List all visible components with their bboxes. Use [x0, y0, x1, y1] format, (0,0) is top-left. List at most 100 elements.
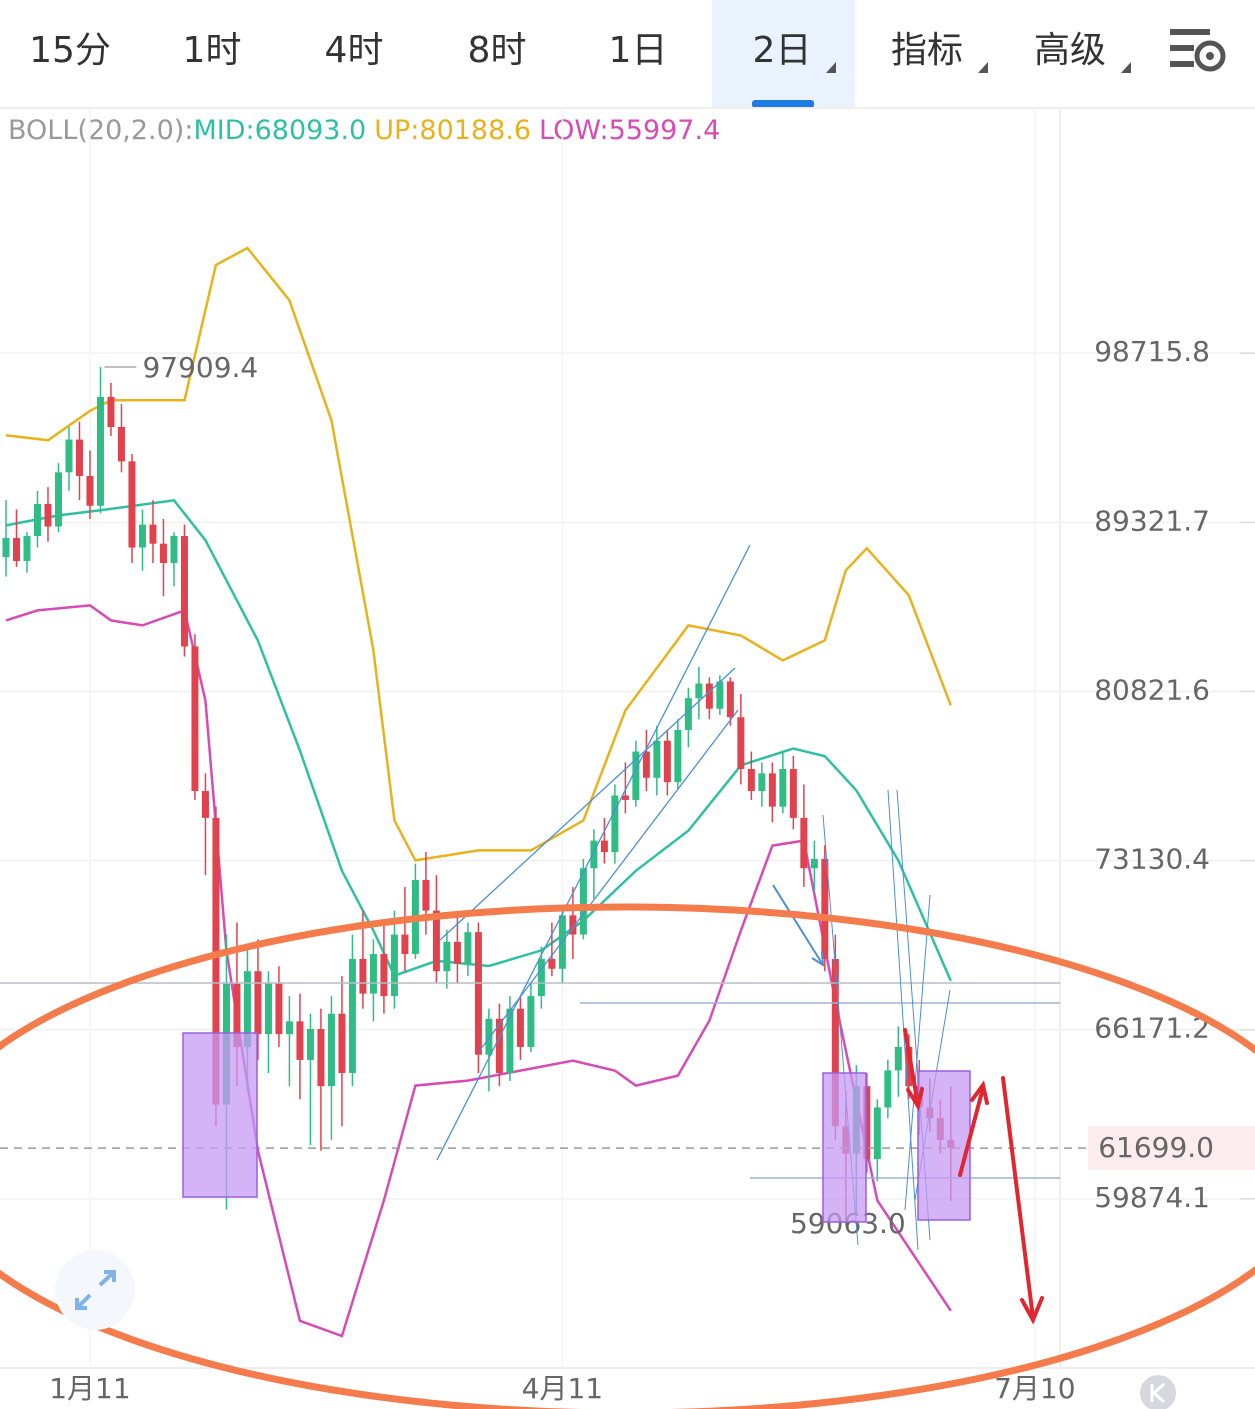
- tab[interactable]: 1时: [183, 30, 242, 71]
- candle-body: [138, 524, 146, 548]
- candle-body: [821, 858, 829, 959]
- band-line: [5, 498, 952, 982]
- indicator-low: LOW:55997.4: [539, 115, 720, 146]
- candle-body: [159, 543, 167, 563]
- candle-body: [264, 983, 272, 1035]
- candle-body: [737, 717, 745, 769]
- candle-body: [621, 795, 629, 800]
- candle-body: [705, 683, 713, 709]
- candle-body: [359, 958, 367, 994]
- candle-body: [201, 791, 209, 818]
- last-price-label: 61699.0: [1098, 1131, 1214, 1164]
- candle-body: [873, 1107, 881, 1160]
- candle-body: [254, 971, 262, 1035]
- candle-body: [306, 1028, 314, 1060]
- candle-body: [243, 971, 251, 1047]
- candle-body: [453, 941, 461, 964]
- last-price-bg: [1088, 1126, 1255, 1171]
- high-label: 97909.4: [142, 351, 258, 384]
- candle-body: [611, 795, 619, 853]
- candle-body: [75, 439, 83, 477]
- tab[interactable]: 1日: [609, 30, 668, 71]
- candle-body: [2, 537, 10, 558]
- candle-body: [212, 817, 220, 1105]
- candle-body: [443, 941, 451, 972]
- indicator-name: BOLL(20,2.0):: [8, 115, 193, 146]
- candle-body: [758, 773, 766, 792]
- tab[interactable]: 8时: [468, 30, 527, 71]
- x-tick-label: 7月10: [994, 1372, 1075, 1405]
- tab[interactable]: 15分: [29, 30, 111, 71]
- candle-body: [642, 751, 650, 778]
- candle-body: [726, 681, 734, 718]
- candle-body: [810, 858, 818, 869]
- candle-body: [390, 934, 398, 997]
- candle-body: [905, 1046, 913, 1087]
- candle-body: [86, 476, 94, 506]
- y-tick-label: 66171.2: [1094, 1012, 1210, 1045]
- candle-body: [548, 958, 556, 969]
- candle-body: [632, 751, 640, 800]
- candle-body: [789, 768, 797, 818]
- candle-body: [107, 396, 115, 427]
- band-line: [5, 604, 952, 1338]
- candle-body: [863, 1086, 871, 1160]
- y-tick-label: 73130.4: [1094, 843, 1210, 876]
- candle-body: [348, 958, 356, 1073]
- candle-body: [569, 915, 577, 935]
- x-tick-label: 4月11: [522, 1372, 603, 1405]
- candle-body: [44, 503, 52, 527]
- candle-body: [716, 681, 724, 709]
- grid: 98715.8 89321.7 80821.6 73130.4 66171.2 59874…: [0, 108, 1255, 1405]
- candle-body: [275, 983, 283, 1035]
- y-tick-label: 80821.6: [1094, 673, 1210, 706]
- expand-button[interactable]: [55, 1250, 135, 1330]
- candle-body: [380, 954, 388, 997]
- candle-body: [191, 646, 199, 792]
- y-tick-label: 59874.1: [1094, 1181, 1210, 1214]
- candle-body: [296, 1021, 304, 1060]
- candle-body: [779, 768, 787, 807]
- candle-body: [537, 958, 545, 997]
- candle-body: [695, 683, 703, 699]
- user-drawings: [0, 544, 1255, 1409]
- candle-body: [422, 879, 430, 911]
- band-line: [5, 246, 952, 862]
- candle-body: [96, 396, 104, 506]
- candle-body: [495, 1018, 503, 1073]
- indicator-mid: MID:68093.0: [193, 115, 366, 146]
- tab[interactable]: 2日: [753, 30, 812, 71]
- candle-body: [674, 730, 682, 783]
- candle-body: [600, 840, 608, 853]
- y-tick-label: 89321.7: [1094, 504, 1210, 537]
- candle-body: [590, 840, 598, 869]
- candle-body: [800, 817, 808, 869]
- candle-body: [884, 1070, 892, 1108]
- indicator-legend: BOLL(20,2.0):MID:68093.0 UP:80188.6 LOW:55…: [8, 115, 720, 146]
- candle-body: [23, 536, 31, 562]
- candle-body: [327, 1013, 335, 1087]
- candle-body: [474, 932, 482, 1055]
- tab[interactable]: 4时: [325, 30, 384, 71]
- scroll-latest-button[interactable]: [1140, 1375, 1176, 1409]
- candle-body: [369, 954, 377, 994]
- candle-body: [33, 503, 41, 537]
- tab[interactable]: 高级: [1034, 30, 1106, 71]
- candle-body: [54, 472, 62, 527]
- candle-body: [653, 740, 661, 778]
- candle-body: [516, 1008, 524, 1047]
- candle-body: [317, 1028, 325, 1087]
- candle-body: [579, 868, 587, 935]
- candle-body: [432, 910, 440, 972]
- candle-body: [12, 537, 20, 562]
- candle-body: [285, 1021, 293, 1035]
- candle-body: [128, 461, 136, 548]
- timeframe-tabs: 15分 1时 4时 8时 1日 2日 指标 高级: [29, 0, 1226, 108]
- tab[interactable]: 指标: [891, 30, 963, 71]
- candle-body: [747, 768, 755, 792]
- candle-body: [65, 439, 73, 473]
- settings-icon[interactable]: [1170, 29, 1226, 72]
- candle-body: [527, 996, 535, 1047]
